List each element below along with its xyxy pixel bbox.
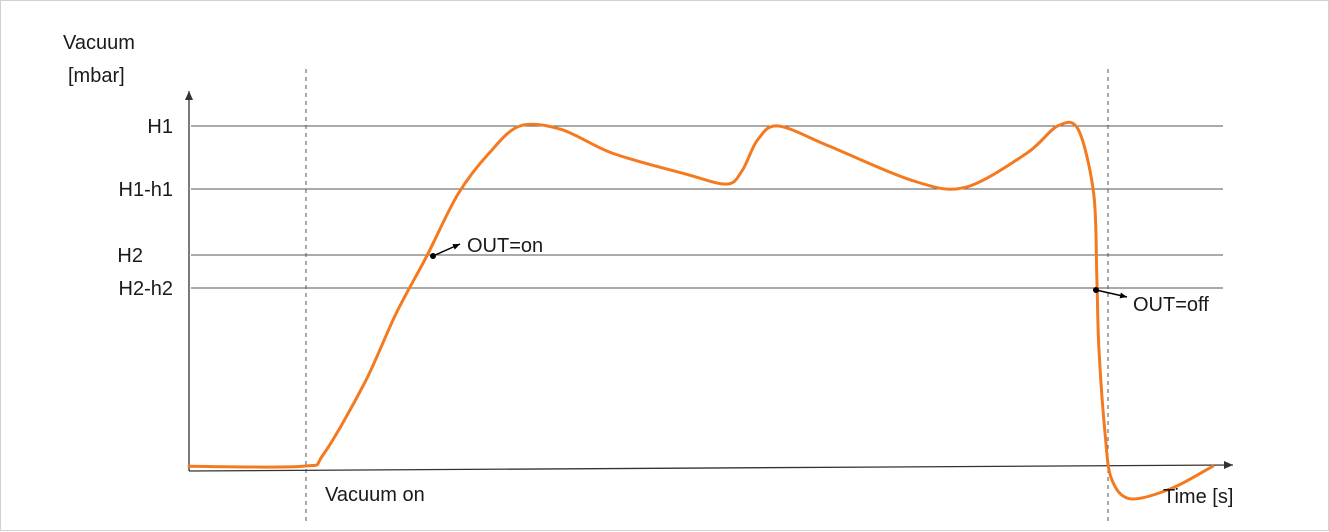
vacuum-curve xyxy=(187,120,1215,501)
out-off-arrow xyxy=(1095,289,1128,299)
level-label-h2: H2 xyxy=(117,245,143,267)
out-off-label: OUT=off xyxy=(1133,294,1209,316)
level-label-h1-h1: H1-h1 xyxy=(119,179,173,201)
y-axis-title-line1: Vacuum xyxy=(63,32,135,54)
y-axis-title-line2: [mbar] xyxy=(68,65,125,87)
x-axis-title: Time [s] xyxy=(1163,486,1233,508)
level-label-h1: H1 xyxy=(147,116,173,138)
out-on-label: OUT=on xyxy=(467,235,543,257)
level-label-h2-h2: H2-h2 xyxy=(119,278,173,300)
x-axis xyxy=(188,461,1234,472)
vacuum-on-label: Vacuum on xyxy=(325,484,425,506)
out-on-arrow xyxy=(432,243,461,257)
